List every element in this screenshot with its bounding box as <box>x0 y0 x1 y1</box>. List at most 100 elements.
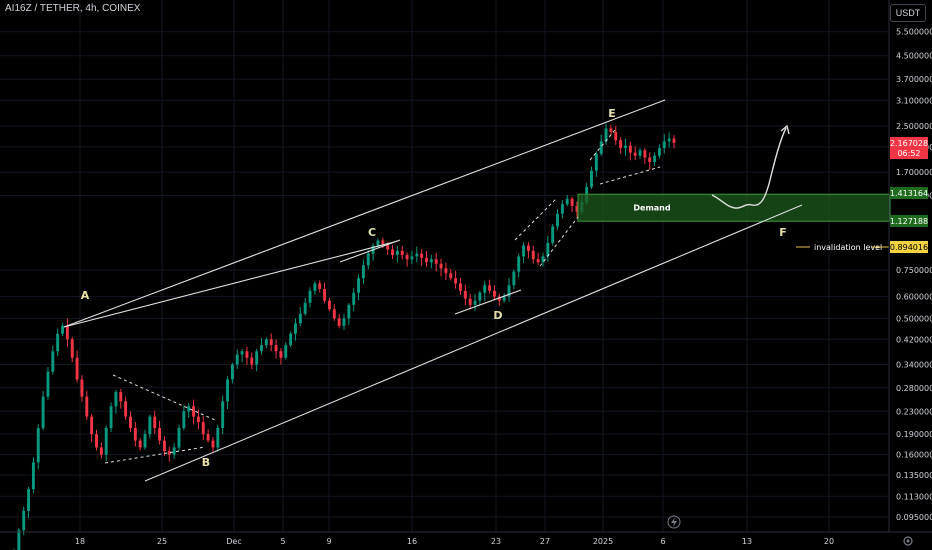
time-tick-label: 25 <box>157 537 167 546</box>
candle <box>463 284 467 306</box>
candle <box>182 405 186 431</box>
candle <box>245 346 249 365</box>
candle <box>633 146 637 161</box>
time-tick-label: 6 <box>660 537 665 546</box>
price-tick-label: 0.340000 <box>896 361 932 370</box>
candle <box>153 410 157 434</box>
candle <box>323 282 327 304</box>
candle <box>294 318 297 341</box>
candle <box>643 147 647 164</box>
candle <box>90 413 94 443</box>
candle <box>570 196 574 213</box>
candles-layer <box>13 123 676 550</box>
candle <box>27 486 31 519</box>
price-tick-label: 0.600000 <box>896 293 932 302</box>
candle <box>488 279 492 294</box>
time-tick-label: Dec <box>226 537 241 546</box>
candle <box>556 209 559 230</box>
candle <box>551 224 555 246</box>
candle <box>628 141 632 161</box>
candle <box>429 254 433 269</box>
candle <box>531 245 535 264</box>
candle <box>138 438 142 451</box>
candle <box>517 253 521 278</box>
demand-label: Demand <box>633 204 670 213</box>
candle <box>454 270 458 289</box>
lower-channel-line[interactable] <box>144 204 803 482</box>
time-tick-label: 27 <box>540 537 550 546</box>
candle <box>235 349 239 370</box>
candle <box>269 333 273 352</box>
candle <box>318 280 322 293</box>
candle <box>279 348 283 365</box>
price-tick-label: 0.095000 <box>896 513 932 522</box>
price-tick-label: 0.500000 <box>896 314 932 323</box>
candle <box>274 339 278 359</box>
time-axis[interactable]: 18 25 Dec 5 9 16 23 27 2025 6 13 20 <box>75 537 834 546</box>
candle <box>104 425 108 462</box>
price-tick-label: 1.700000 <box>896 168 932 177</box>
triangle-lower-dashed <box>104 446 206 464</box>
annotation-lines <box>63 99 803 482</box>
time-tick-label: 18 <box>75 537 85 546</box>
current-price-value: 2.167028 <box>890 139 928 148</box>
price-tick-label: 3.100000 <box>896 96 932 105</box>
lightning-icon[interactable] <box>667 515 681 529</box>
chart-title: AI16Z / TETHER, 4h, COINEX <box>5 3 141 14</box>
candle <box>560 200 564 219</box>
time-tick-label: 20 <box>824 537 834 546</box>
candle <box>187 402 191 418</box>
price-tick-label: 0.420000 <box>896 335 932 344</box>
a-to-c-trendline[interactable] <box>63 240 399 328</box>
candle <box>648 152 652 170</box>
candle <box>177 424 181 451</box>
candle <box>167 446 171 462</box>
candle <box>298 307 302 327</box>
candle <box>148 414 152 439</box>
candle <box>162 436 166 456</box>
price-axis[interactable]: 5.500000 4.500000 3.700000 3.100000 2.500000… <box>896 28 932 522</box>
candle <box>347 303 351 325</box>
demand-bottom-tag: 1.127188 <box>890 215 928 227</box>
candle <box>638 148 642 159</box>
candle <box>70 336 74 363</box>
candle <box>124 396 128 420</box>
candle <box>129 411 132 433</box>
candle <box>327 297 331 312</box>
e-wedge-lower-dashed <box>599 166 661 185</box>
candle <box>308 287 312 308</box>
candle <box>99 442 103 459</box>
candle <box>255 348 259 372</box>
flag-lower-dashed <box>539 216 579 267</box>
candle <box>522 242 526 263</box>
projection-path <box>711 127 787 209</box>
currency-selector[interactable]: USDT <box>890 4 926 22</box>
candle <box>75 350 79 383</box>
candle <box>502 293 506 303</box>
upper-channel-line[interactable] <box>63 99 666 328</box>
candle <box>226 376 229 410</box>
c-top-line[interactable] <box>339 239 401 263</box>
candle <box>492 285 496 300</box>
candle <box>599 134 603 156</box>
candle <box>614 125 618 146</box>
candle <box>444 262 448 281</box>
candle <box>604 123 608 145</box>
candle <box>590 166 593 190</box>
d-support-line[interactable] <box>454 289 522 315</box>
candle <box>410 250 414 265</box>
gear-icon[interactable] <box>903 536 913 546</box>
demand-bottom-bg <box>890 215 928 227</box>
candle <box>371 243 375 261</box>
candle <box>653 152 657 166</box>
candle <box>395 245 399 263</box>
candle <box>459 277 462 296</box>
price-tick-label: 0.113000 <box>896 492 932 501</box>
triangle-upper-dashed <box>112 374 216 421</box>
candle <box>216 424 220 452</box>
candle <box>609 124 613 136</box>
candle <box>400 245 404 260</box>
flag-upper-dashed <box>514 197 558 241</box>
